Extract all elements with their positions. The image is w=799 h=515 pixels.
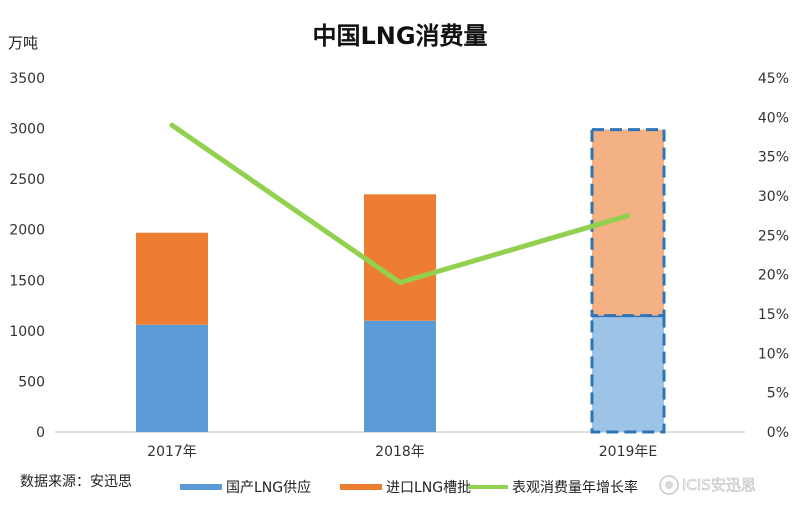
legend-label-domestic: 国产LNG供应 [226, 479, 311, 496]
bar-domestic [136, 324, 208, 432]
y-right-tick-label: 5% [767, 386, 789, 402]
legend-label-growth: 表观消费量年增长率 [512, 479, 638, 496]
y-right-tick-label: 30% [758, 189, 789, 205]
legend-swatch-import [340, 484, 382, 490]
legend-label-import: 进口LNG槽批 [386, 480, 471, 496]
legend: 国产LNG供应 进口LNG槽批 表观消费量年增长率 [180, 479, 638, 496]
bar-import [136, 232, 208, 325]
y-right-ticks: 0% 5% 10% 15% 20% 25% 30% 35% 40% 45% [758, 71, 789, 441]
y-right-tick-label: 10% [758, 346, 789, 362]
y-left-tick-label: 1000 [9, 324, 45, 340]
legend-swatch-domestic [180, 484, 222, 490]
y-left-tick-label: 2500 [9, 172, 45, 188]
y-left-tick-label: 0 [36, 425, 45, 441]
growth-rate-point [397, 280, 403, 286]
y-left-ticks: 0 500 1000 1500 2000 2500 3000 3500 [9, 71, 45, 441]
y-right-tick-label: 40% [758, 110, 789, 126]
x-tick-label: 2018年 [375, 444, 425, 460]
watermark-logo-icon [659, 475, 679, 495]
y-left-tick-label: 3500 [9, 71, 45, 87]
growth-rate-point [625, 213, 631, 219]
y-left-unit-label: 万吨 [8, 34, 38, 52]
y-right-tick-label: 20% [758, 268, 789, 284]
bar-domestic [590, 314, 666, 434]
y-left-tick-label: 2000 [9, 223, 45, 239]
y-right-tick-label: 0% [767, 425, 789, 441]
growth-rate-point [169, 122, 175, 128]
watermark-text: ICIS安迅思 [682, 476, 756, 494]
y-right-tick-label: 45% [758, 71, 789, 87]
y-left-tick-label: 3000 [9, 122, 45, 138]
y-left-tick-label: 1500 [9, 273, 45, 289]
x-ticks: 2017年 2018年 2019年E [147, 444, 657, 460]
watermark-logo-dot [665, 481, 673, 489]
watermark: ICIS安迅思 [659, 475, 756, 495]
bar-import [364, 194, 436, 321]
x-tick-label: 2017年 [147, 444, 197, 460]
chart-title: 中国LNG消费量 [312, 22, 487, 50]
y-right-tick-label: 35% [758, 150, 789, 166]
bar-domestic [364, 320, 436, 432]
y-right-tick-label: 15% [758, 307, 789, 323]
y-left-tick-label: 500 [18, 374, 45, 390]
y-right-tick-label: 25% [758, 228, 789, 244]
source-note: 数据来源：安迅思 [20, 474, 132, 490]
x-tick-label: 2019年E [599, 444, 657, 460]
growth-line-layer [169, 122, 631, 286]
